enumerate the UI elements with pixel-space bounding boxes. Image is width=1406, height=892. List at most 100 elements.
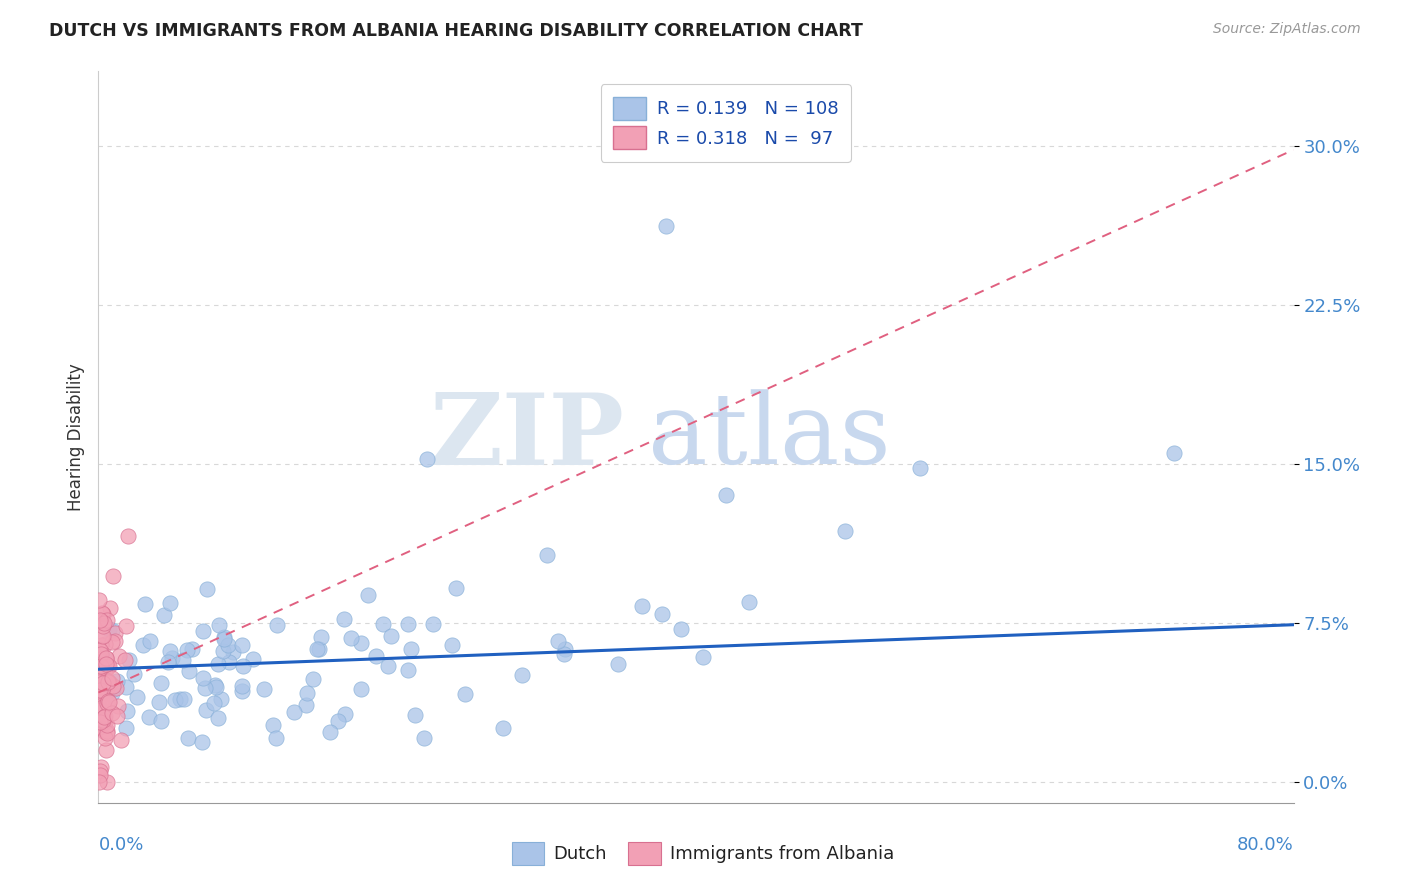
Point xyxy=(90,682,112,697)
Point xyxy=(195,582,218,596)
Point xyxy=(89,643,111,657)
Point xyxy=(160,651,183,665)
Point xyxy=(163,693,186,707)
Point xyxy=(91,713,114,727)
Point xyxy=(91,614,114,628)
Point xyxy=(232,658,254,673)
Point xyxy=(231,679,253,693)
Point xyxy=(108,648,131,663)
Point xyxy=(93,680,115,694)
Point xyxy=(93,700,115,714)
Point xyxy=(101,634,124,648)
Point xyxy=(87,675,110,690)
Point xyxy=(122,666,145,681)
Point xyxy=(195,703,218,717)
Point xyxy=(422,616,444,631)
Text: 80.0%: 80.0% xyxy=(1237,836,1294,854)
Point xyxy=(553,647,575,661)
Point xyxy=(91,677,114,691)
Point xyxy=(94,665,117,680)
Point xyxy=(96,659,118,673)
Point xyxy=(89,673,111,687)
Point xyxy=(492,721,515,735)
Point xyxy=(191,671,214,685)
Point xyxy=(104,681,127,695)
Point xyxy=(208,617,231,632)
Point xyxy=(94,709,117,723)
Point xyxy=(96,681,118,695)
Point xyxy=(90,689,112,703)
Point xyxy=(118,653,141,667)
Point xyxy=(377,659,399,673)
Point xyxy=(101,679,124,693)
Point xyxy=(211,644,233,658)
Point xyxy=(180,642,202,657)
Point xyxy=(96,651,118,665)
Point xyxy=(94,653,117,667)
Point xyxy=(89,715,111,730)
Point xyxy=(333,706,356,721)
Point xyxy=(302,672,325,686)
Point xyxy=(262,717,284,731)
Point xyxy=(231,638,253,652)
Point xyxy=(547,633,569,648)
Point xyxy=(311,630,333,644)
Point xyxy=(90,715,112,730)
Point xyxy=(94,657,117,672)
Point xyxy=(90,674,112,689)
Point xyxy=(97,695,120,709)
Point xyxy=(110,733,132,747)
Point xyxy=(107,698,129,713)
Point xyxy=(98,622,121,636)
Point xyxy=(98,600,122,615)
Point xyxy=(416,452,439,467)
Point xyxy=(908,460,931,475)
Point xyxy=(364,648,387,663)
Text: atlas: atlas xyxy=(648,389,891,485)
Point xyxy=(90,659,112,673)
Point xyxy=(396,616,419,631)
Point xyxy=(202,696,225,710)
Point xyxy=(115,618,138,632)
Point xyxy=(101,671,124,685)
Point xyxy=(89,685,111,699)
Point xyxy=(87,642,110,657)
Point xyxy=(169,692,191,706)
Point xyxy=(91,700,114,714)
Point xyxy=(90,713,112,727)
Point xyxy=(104,626,127,640)
Point xyxy=(90,654,112,668)
Point xyxy=(104,634,127,648)
Point xyxy=(651,607,673,621)
Point xyxy=(295,698,318,712)
Point xyxy=(91,630,114,644)
Point xyxy=(440,638,463,652)
Point xyxy=(96,650,118,665)
Point xyxy=(125,690,148,705)
Point xyxy=(148,695,170,709)
Point xyxy=(96,673,118,687)
Point xyxy=(177,731,200,745)
Point xyxy=(96,742,118,756)
Point xyxy=(177,664,200,678)
Point xyxy=(89,613,111,627)
Point xyxy=(283,705,305,719)
Point xyxy=(91,714,114,729)
Point xyxy=(150,676,173,690)
Point xyxy=(100,685,122,699)
Point xyxy=(89,764,111,778)
Point xyxy=(93,674,115,689)
Point xyxy=(94,696,117,710)
Point xyxy=(669,622,692,636)
Text: DUTCH VS IMMIGRANTS FROM ALBANIA HEARING DISABILITY CORRELATION CHART: DUTCH VS IMMIGRANTS FROM ALBANIA HEARING… xyxy=(49,22,863,40)
Point xyxy=(115,680,138,694)
Point xyxy=(89,720,111,734)
Point xyxy=(191,624,214,639)
Point xyxy=(401,641,423,656)
Point xyxy=(834,524,856,539)
Point xyxy=(97,674,120,689)
Text: 0.0%: 0.0% xyxy=(98,836,143,854)
Point xyxy=(350,681,373,696)
Point xyxy=(297,685,319,699)
Point xyxy=(96,613,118,627)
